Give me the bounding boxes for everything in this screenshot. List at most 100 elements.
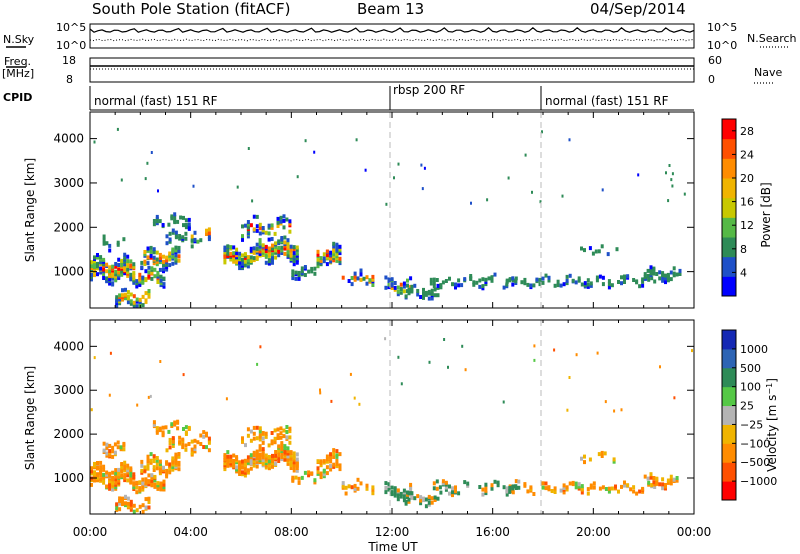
power-data-cell [102,272,106,276]
velocity-data-cell [623,480,626,485]
power-data-cell [422,295,425,300]
power-data-cell [252,214,256,219]
power-data-cell [313,266,317,271]
velocity-data-cell [123,475,127,480]
power-data-cell [205,228,208,233]
velocity-data-cell [384,481,388,486]
power-data-cell [658,270,662,275]
velocity-data-cell [144,497,148,502]
power-data-cell [481,284,485,289]
power-data-cell [332,244,336,249]
power-data-cell [297,270,301,275]
velocity-data-cell [235,467,239,472]
power-data-cell [99,255,103,260]
velocity-data-cell [143,465,147,470]
velocity-data-cell [246,433,250,438]
velocity-data-cell [505,486,509,491]
velocity-panel: 1000 2000 3000 4000 Slant Range [km] 1000 50… [23,319,779,515]
power-data-cell [105,262,109,267]
power-data-cell [429,277,433,282]
power-data-cell [249,246,253,251]
velocity-data-cell [514,484,518,489]
velocity-data-cell [177,460,181,465]
velocity-data-cell [319,463,323,468]
power-data-cell [641,283,645,288]
velocity-data-cell [279,431,283,436]
velocity-data-cell [159,487,163,492]
power-data-cell [116,240,120,245]
velocity-data-cell [177,467,181,472]
velocity-data-cell [258,444,262,449]
power-data-cell [115,303,119,308]
velocity-data-cell [171,467,175,472]
power-data-cell [152,255,156,260]
velocity-data-cell [187,425,191,430]
velocity-data-cell [511,485,515,490]
power-data-cell [155,262,159,267]
velocity-data-cell [484,488,488,493]
power-data-cell [249,223,253,228]
power-data-cell [165,241,169,246]
power-data-cell [672,266,676,271]
velocity-data-cell [152,454,156,459]
velocity-data-cell [117,480,121,485]
power-data-cell [276,220,280,225]
velocity-data-cell [424,497,428,502]
velocity-data-cell [517,479,521,484]
power-data-cell [430,296,434,301]
power-data-cell [223,245,227,250]
power-data-cell [168,253,172,258]
velocity-data-cell [96,466,99,471]
velocity-data-cell [168,466,172,471]
power-data-cell [623,276,626,281]
power-data-cell [280,245,284,250]
velocity-data-cell [280,441,284,446]
velocity-data-cell [410,491,414,496]
power-data-cell [138,297,142,302]
velocity-data-cell [249,429,253,434]
power-data-cell [187,217,191,222]
power-data-cell [365,281,369,286]
velocity-data-cell [659,365,661,369]
velocity-data-cell [356,486,360,491]
power-data-cell [267,261,271,266]
power-data-cell [600,244,604,249]
velocity-data-cell [291,475,295,480]
power-data-cell [385,202,388,206]
power-data-cell [410,287,414,292]
power-data-cell [114,264,118,269]
velocity-data-cell [559,488,563,493]
power-data-cell [168,231,172,236]
velocity-data-cell [93,461,96,466]
velocity-data-cell [282,428,286,433]
velocity-data-cell [123,466,127,471]
power-data-cell [313,271,317,276]
power-data-cell [589,281,593,286]
power-data-cell [177,245,181,250]
velocity-data-cell [238,462,242,467]
power-data-cell [149,253,153,258]
velocity-data-cell [596,351,599,355]
velocity-data-cell [568,481,572,486]
velocity-data-cell [523,482,527,487]
power-data-cell [246,255,250,260]
power-data-cell [235,251,239,256]
velocity-data-cell [604,400,607,404]
velocity-data-cell [129,466,133,471]
power-data-cell [271,258,274,263]
velocity-data-cell [156,486,160,491]
velocity-data-cell [152,459,156,464]
velocity-data-cell [258,433,262,438]
velocity-data-cell [193,447,197,451]
velocity-data-cell [109,351,112,355]
velocity-data-cell [350,485,354,490]
velocity-data-cell [580,490,584,495]
velocity-data-cell [463,480,467,485]
power-data-cell [108,265,112,270]
power-data-cell [117,266,121,271]
power-data-cell [116,127,119,131]
power-data-cell [126,254,130,259]
velocity-data-cell [353,487,357,492]
velocity-data-cell [264,455,268,460]
velocity-data-cell [241,461,244,466]
